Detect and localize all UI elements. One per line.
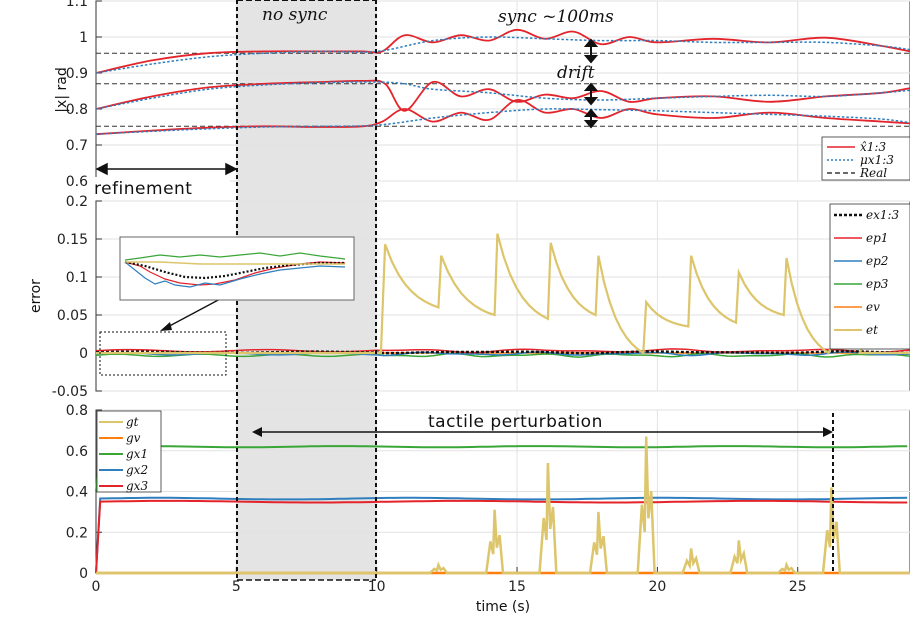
- legend-ep3: ep3: [866, 277, 889, 291]
- y-tick-label: 0: [79, 566, 88, 582]
- x-tick-label: 25: [789, 579, 807, 595]
- gx3-line: [95, 499, 908, 574]
- xhat-series: [95, 79, 910, 112]
- y-tick-label: 0.6: [66, 174, 88, 190]
- gx1-line: [95, 445, 908, 492]
- y-tick-label: 0.2: [66, 194, 88, 210]
- y-tick-label: 0.2: [66, 525, 88, 541]
- gt-line: [96, 436, 910, 575]
- y-tick-label: 0.05: [57, 308, 88, 324]
- zoom-inset: [119, 236, 355, 301]
- legend-real: Real: [859, 166, 887, 180]
- y-tick-label: 1: [79, 30, 88, 46]
- y-tick-label: 0.9: [66, 66, 88, 82]
- no-sync-label: no sync: [262, 5, 328, 25]
- legend-x-hat: x̂1:3: [860, 140, 886, 154]
- x-tick-label: 20: [648, 579, 666, 595]
- ep1-line: [95, 348, 910, 354]
- zoom-arrow-head: [160, 322, 172, 331]
- refinement-label: refinement: [94, 179, 192, 199]
- drift-label: drift: [557, 63, 595, 83]
- x-tick-label: 5: [232, 579, 241, 595]
- sync-label: sync ~100ms: [498, 7, 614, 27]
- legend-gx2: gx2: [126, 463, 148, 477]
- zoom-source-box: [99, 331, 227, 376]
- y-tick-label: 0.8: [66, 102, 88, 118]
- legend-mu: μx1:3: [860, 153, 894, 167]
- y-tick-label: 0.6: [66, 444, 88, 460]
- mu-series: [95, 108, 910, 135]
- y-axis-label-top: |x| rad: [54, 67, 70, 112]
- x-tick-label: 0: [92, 579, 101, 595]
- y-tick-label: 1.1: [66, 0, 88, 10]
- legend-mid: ex1:3 ep1 ep2 ep3 ev et: [829, 203, 910, 350]
- y-tick-label: 0.8: [66, 403, 88, 419]
- y-tick-label: 0.1: [66, 270, 88, 286]
- legend-et: et: [866, 323, 878, 337]
- perturbation-arrow-left: [252, 427, 262, 437]
- x-axis-label: time (s): [476, 599, 530, 615]
- perturbation-label: tactile perturbation: [428, 412, 603, 432]
- et-line: [96, 233, 910, 355]
- y-tick-label: 0.7: [66, 138, 88, 154]
- zoom-inset-lines: [124, 252, 346, 288]
- panel-top-frame: [95, 0, 910, 182]
- y-tick-label: 0.4: [66, 485, 88, 501]
- legend-ep1: ep1: [866, 231, 888, 245]
- drift-arrows: [583, 38, 599, 129]
- y-axis-label-mid: error: [28, 279, 44, 313]
- tick-labels: 0.6 0.7 0.8 0.9 1 1.1 -0.05 0 0.05 0.1 0.15 0.2 0 0.2…: [52, 0, 807, 595]
- xhat-series: [95, 99, 910, 136]
- legend-gt: gt: [126, 415, 139, 429]
- perturbation-arrow-right: [823, 427, 833, 437]
- legend-ep2: ep2: [866, 254, 888, 268]
- mu-series: [95, 36, 910, 74]
- y-tick-label: 0: [79, 346, 88, 362]
- legend-gx3: gx3: [126, 479, 148, 493]
- legend-ex: ex1:3: [866, 208, 900, 222]
- x-tick-label: 10: [368, 579, 386, 595]
- y-tick-label: 0.15: [57, 232, 88, 248]
- refinement-arrow: [95, 162, 238, 176]
- x-tick-label: 15: [508, 579, 526, 595]
- legend-gv: gv: [126, 431, 141, 445]
- gx2-line: [95, 496, 908, 574]
- legend-bottom: gt gv gx1 gx2 gx3: [96, 410, 162, 493]
- legend-gx1: gx1: [126, 447, 148, 461]
- y-tick-label: -0.05: [52, 384, 88, 400]
- legend-ev: ev: [866, 300, 880, 314]
- zoom-arrow: [161, 297, 223, 331]
- legend-top: x̂1:3 μx1:3 Real: [821, 136, 910, 181]
- xhat-series: [95, 28, 910, 74]
- refinement-label-bg: [90, 177, 230, 199]
- mu-series: [95, 81, 910, 110]
